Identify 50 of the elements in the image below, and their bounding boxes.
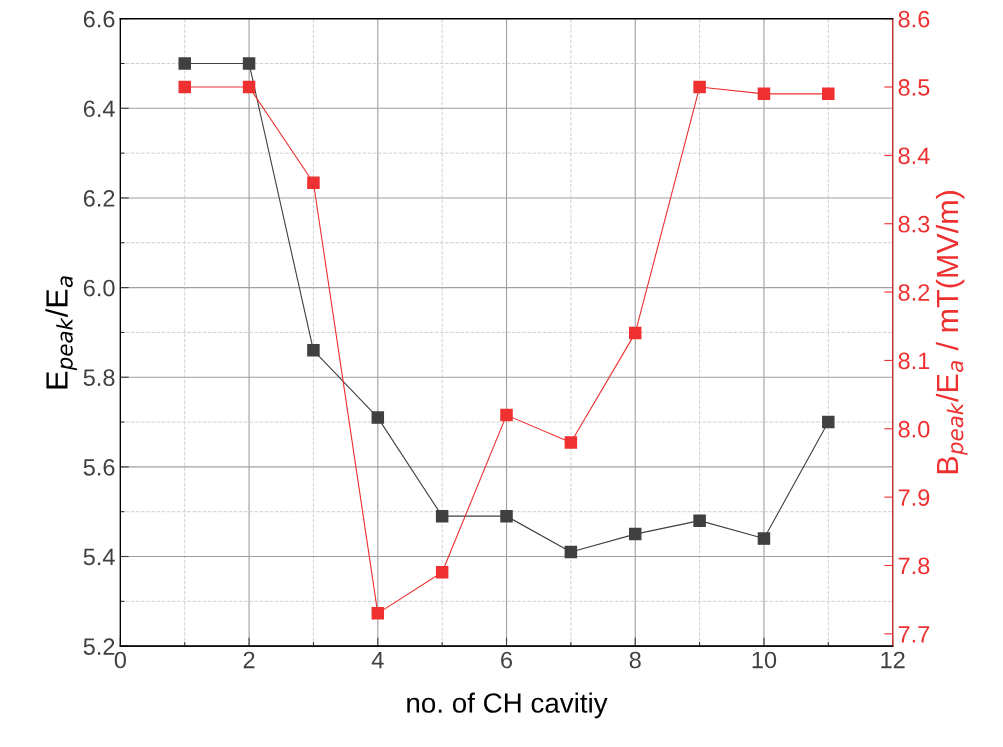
point <box>435 509 449 523</box>
y-tick-label: 6.2 <box>83 190 115 207</box>
point <box>564 545 578 559</box>
x-tick-label: 10 <box>752 651 777 669</box>
y-tick-label: 5.8 <box>83 369 115 387</box>
y2-axis-title: B$_{peak}$/E$_{a}$ / mT(MV/m) <box>935 191 968 474</box>
point <box>307 176 320 189</box>
point <box>500 509 513 523</box>
y-tick-label: 5.6 <box>83 458 115 476</box>
y-tick-label: 5.2 <box>83 638 115 655</box>
y2-tick-label: 8.6 <box>898 10 930 28</box>
point <box>242 80 256 94</box>
point <box>500 408 513 422</box>
point <box>822 87 835 101</box>
y2-tick-label: 8.4 <box>898 147 930 165</box>
x-tick-label: 6 <box>501 651 513 669</box>
point <box>693 80 706 94</box>
point <box>628 326 642 340</box>
point <box>757 87 771 101</box>
point <box>178 57 191 70</box>
point <box>757 532 771 545</box>
y2-tick-label: 8.2 <box>898 284 930 301</box>
y-axis-title: E$_{peak}$/E$_{a}$ <box>45 276 77 389</box>
x-axis-title: no. of CH cavitiy <box>407 692 608 719</box>
x-tick-label: 2 <box>243 651 255 669</box>
point <box>693 514 706 527</box>
x-tick-label: 8 <box>629 651 641 669</box>
x-tick-label: 12 <box>881 651 905 669</box>
y2-tick-label: 8.0 <box>898 420 930 438</box>
x-tick-label: 0 <box>114 651 126 669</box>
point <box>564 436 578 449</box>
point <box>628 527 642 541</box>
y-tick-label: 6.0 <box>83 279 115 297</box>
y2-tick-label: 7.9 <box>898 489 930 506</box>
y-tick-label: 5.4 <box>83 548 115 566</box>
y2-tick-label: 8.5 <box>898 79 930 96</box>
point <box>307 344 320 357</box>
point <box>178 80 191 94</box>
x-tick-label: 4 <box>371 651 384 669</box>
point <box>435 566 449 579</box>
y2-tick-label: 8.3 <box>898 215 930 233</box>
y2-tick-label: 8.1 <box>898 352 930 370</box>
point <box>242 57 256 70</box>
y2-tick-label: 7.7 <box>898 626 930 643</box>
point <box>822 415 835 429</box>
point <box>371 411 385 424</box>
point <box>371 607 385 620</box>
y2-tick-label: 7.8 <box>898 557 930 575</box>
y-tick-label: 6.4 <box>83 100 115 118</box>
y-tick-label: 6.6 <box>83 10 115 28</box>
